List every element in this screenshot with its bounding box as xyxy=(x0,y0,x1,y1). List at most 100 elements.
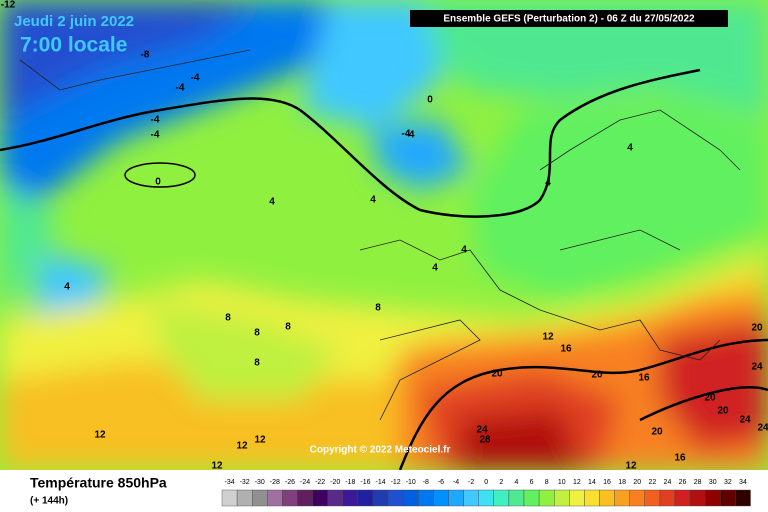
legend-swatch xyxy=(599,489,615,507)
contour-label: -12 xyxy=(1,0,16,11)
legend-label: -12 xyxy=(391,479,401,486)
legend-label: -34 xyxy=(224,479,234,486)
contour-label: 8 xyxy=(225,313,231,324)
legend-swatch xyxy=(554,489,570,507)
legend-swatch xyxy=(644,489,661,507)
contour-label: 8 xyxy=(375,303,381,314)
contour-label: -4 xyxy=(176,83,185,94)
legend-swatch xyxy=(433,489,449,507)
legend-label: 4 xyxy=(514,479,518,486)
contour-label: -4 xyxy=(406,130,415,141)
contour-label: 20 xyxy=(751,323,763,334)
contour-label: -4 xyxy=(402,129,411,140)
legend-swatch xyxy=(508,489,525,507)
legend-label: 16 xyxy=(603,479,611,486)
contour-label: 24 xyxy=(739,415,751,426)
legend-label: -26 xyxy=(285,479,295,486)
legend-label: -10 xyxy=(406,479,416,486)
contour-label: 24 xyxy=(751,362,763,373)
contour-label: 24 xyxy=(757,423,768,434)
legend-label: 20 xyxy=(633,479,641,486)
contour-label: -4 xyxy=(151,130,160,141)
legend-swatch xyxy=(327,489,344,507)
legend-swatch xyxy=(372,489,389,507)
legend-swatch xyxy=(569,489,585,507)
legend-label: -32 xyxy=(240,479,250,486)
legend-swatch xyxy=(720,489,736,507)
contour-label: -4 xyxy=(151,115,160,126)
contour-label: 20 xyxy=(491,369,503,380)
contour-label: 0 xyxy=(427,95,433,106)
legend-swatch xyxy=(403,489,419,507)
contour-label: 12 xyxy=(211,461,223,472)
legend-label: -14 xyxy=(375,479,385,486)
legend-label: -8 xyxy=(423,479,429,486)
contour-label: 16 xyxy=(560,344,572,355)
legend-label: 22 xyxy=(648,479,656,486)
legend-swatch xyxy=(297,489,313,507)
legend-label: -16 xyxy=(360,479,370,486)
date: Jeudi 2 juin 2022 xyxy=(14,13,134,30)
legend-swatch xyxy=(387,489,404,507)
contour-label: 8 xyxy=(285,322,291,333)
contour-label: 12 xyxy=(236,441,248,452)
temperature-field xyxy=(0,0,768,470)
contour-label: -4 xyxy=(191,73,200,84)
legend-label: -24 xyxy=(300,479,310,486)
legend-label: 18 xyxy=(618,479,626,486)
legend-swatch xyxy=(614,489,630,507)
legend-swatch xyxy=(342,489,359,507)
legend-label: -30 xyxy=(255,479,265,486)
contour-label: 16 xyxy=(638,373,650,384)
contour-label: 4 xyxy=(269,197,275,208)
contour-label: 12 xyxy=(254,435,266,446)
legend-label: 10 xyxy=(558,479,566,486)
contour-label: 8 xyxy=(254,358,260,369)
legend-swatch xyxy=(478,489,495,507)
contour-label: 16 xyxy=(674,453,686,464)
legend-swatch xyxy=(629,489,646,507)
color-legend: -34 -32 -30 -28 -26 -24 -22 -20 -18 -16 -14 -12 -10-… xyxy=(221,479,751,507)
legend-swatch xyxy=(493,489,510,507)
legend-swatch xyxy=(523,489,540,507)
model-info: Ensemble GEFS (Perturbation 2) - 06 Z du… xyxy=(443,14,695,25)
contour-label: 0 xyxy=(155,177,161,188)
legend-swatch xyxy=(659,489,676,507)
legend-swatch xyxy=(448,489,464,507)
contour-label: 4 xyxy=(64,282,70,293)
legend-swatch xyxy=(584,489,600,507)
legend-label: 26 xyxy=(679,479,687,486)
legend-swatch xyxy=(221,489,238,507)
model-banner xyxy=(410,10,728,27)
contour-label: 4 xyxy=(545,178,551,189)
legend-label: 14 xyxy=(588,479,596,486)
legend-swatch xyxy=(236,489,253,507)
contour-label: 4 xyxy=(370,195,376,206)
legend-label: 30 xyxy=(709,479,717,486)
legend-swatch xyxy=(282,489,298,507)
legend-label: 24 xyxy=(664,479,672,486)
contour-label: -8 xyxy=(141,50,150,61)
legend-label: -20 xyxy=(330,479,340,486)
contour-label: 20 xyxy=(591,370,603,381)
legend-label: -28 xyxy=(270,479,280,486)
legend-swatch xyxy=(689,489,706,507)
contour-label: 4 xyxy=(432,263,438,274)
contour-label: 12 xyxy=(542,332,554,343)
legend-label: -18 xyxy=(345,479,355,486)
legend-swatch xyxy=(463,489,479,507)
contour-label: 12 xyxy=(94,430,106,441)
legend-label: 12 xyxy=(573,479,581,486)
copyright: Copyright © 2022 Meteociel.fr xyxy=(310,445,451,456)
footer-range: (+ 144h) xyxy=(30,496,68,507)
legend-label: 2 xyxy=(499,479,503,486)
legend-label: 28 xyxy=(694,479,702,486)
legend-label: -4 xyxy=(453,479,459,486)
legend-label: 8 xyxy=(545,479,549,486)
legend-label: 34 xyxy=(739,479,747,486)
legend-label: -6 xyxy=(438,479,444,486)
contour-label: 20 xyxy=(704,393,716,404)
legend-swatch xyxy=(674,489,691,507)
